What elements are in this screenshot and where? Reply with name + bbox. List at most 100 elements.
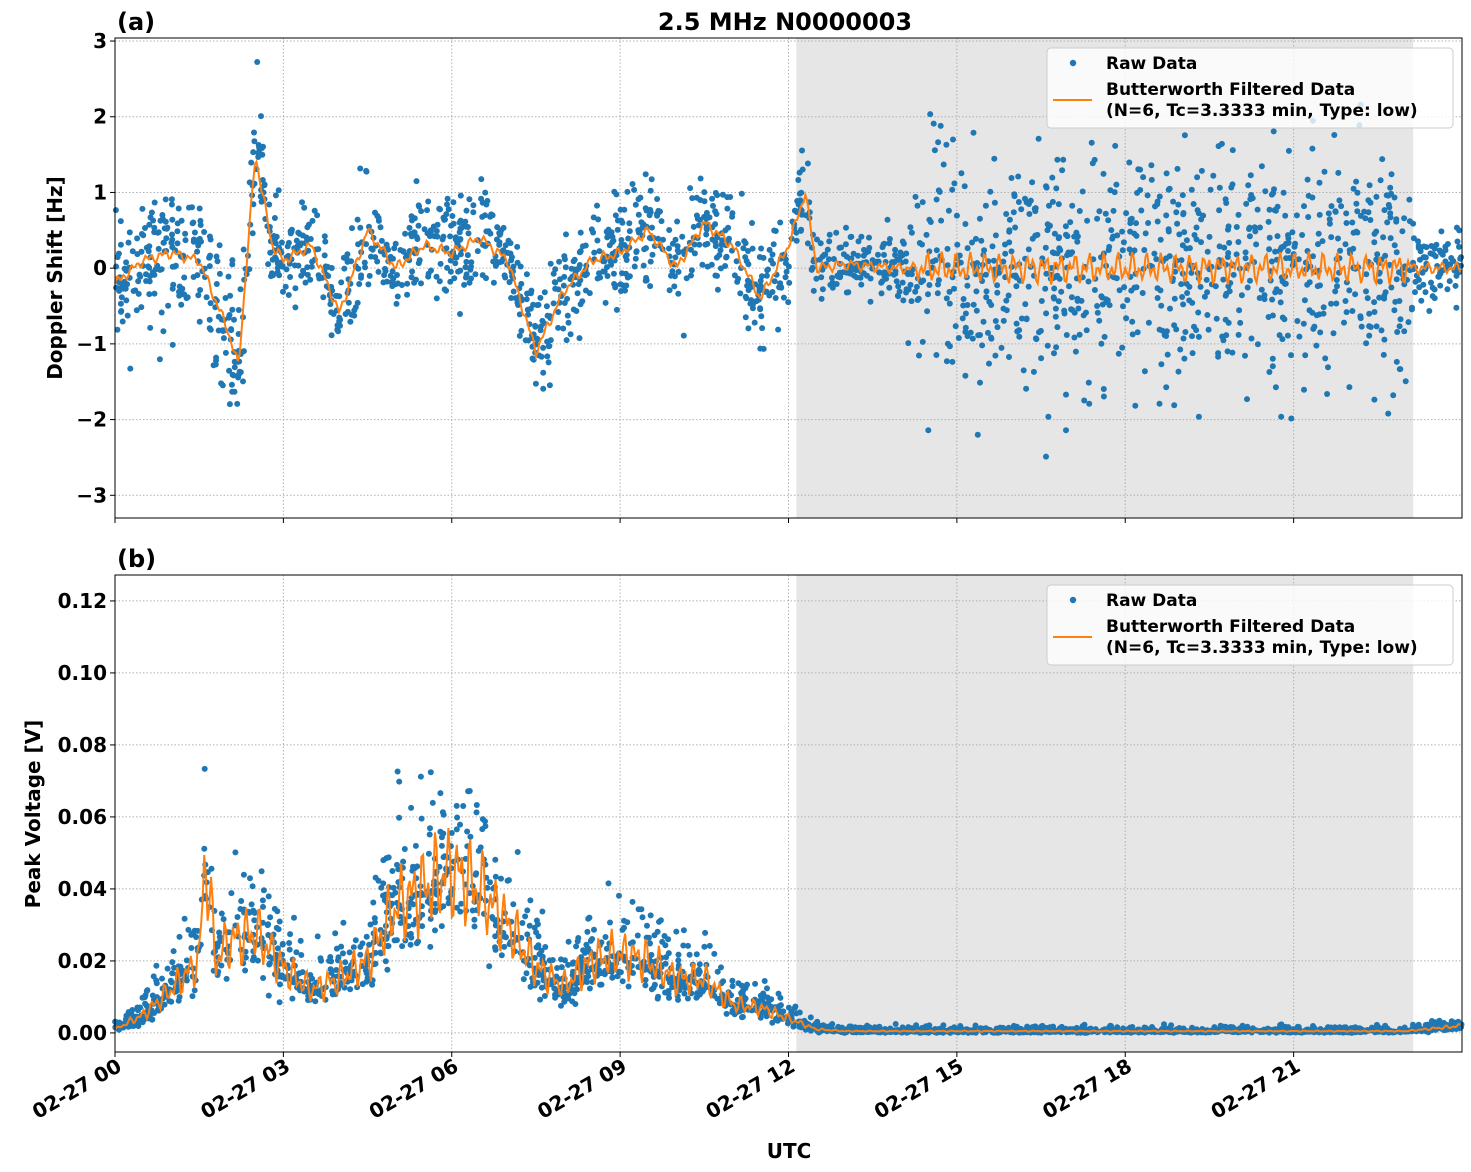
raw-data-point (1071, 233, 1078, 240)
raw-data-point (444, 264, 451, 271)
raw-data-point (1337, 247, 1344, 254)
raw-data-point (357, 951, 364, 958)
raw-data-point (943, 358, 950, 365)
raw-data-point (1277, 288, 1283, 295)
raw-data-point (1156, 326, 1163, 333)
raw-data-point (978, 237, 985, 244)
raw-data-point (584, 979, 590, 985)
raw-data-point (1167, 305, 1173, 312)
raw-data-point (545, 343, 552, 350)
raw-data-point (1134, 329, 1141, 336)
raw-data-point (412, 842, 419, 849)
raw-data-point (951, 1024, 958, 1031)
raw-data-point (1139, 290, 1146, 296)
raw-data-point (1163, 384, 1170, 391)
raw-data-point (1332, 208, 1339, 215)
raw-data-point (1246, 224, 1253, 231)
raw-data-point (992, 232, 999, 239)
raw-data-point (1408, 306, 1415, 313)
raw-data-point (1437, 282, 1444, 289)
raw-data-point (275, 187, 282, 194)
raw-data-point (1444, 241, 1451, 247)
raw-data-point (1282, 280, 1289, 287)
raw-data-point (473, 809, 480, 816)
raw-data-point (1384, 219, 1391, 226)
raw-data-point (1338, 203, 1345, 210)
raw-data-point (623, 282, 630, 289)
raw-data-point (1326, 220, 1333, 227)
raw-data-point (824, 246, 831, 253)
raw-data-point (945, 207, 952, 214)
raw-data-point (829, 284, 836, 291)
raw-data-point (213, 253, 220, 260)
raw-data-point (260, 903, 266, 910)
raw-data-point (182, 237, 189, 244)
raw-data-point (930, 120, 937, 127)
raw-data-point (471, 916, 478, 923)
raw-data-point (1333, 277, 1340, 283)
raw-data-point (1011, 193, 1018, 200)
raw-data-point (1309, 194, 1316, 201)
raw-data-point (735, 980, 742, 987)
raw-data-point (1388, 284, 1395, 291)
raw-data-point (176, 283, 183, 290)
raw-data-point (248, 159, 255, 166)
raw-data-point (249, 230, 256, 237)
raw-data-point (908, 298, 915, 305)
raw-data-point (791, 1004, 798, 1011)
raw-data-point (228, 890, 235, 897)
raw-data-point (1437, 270, 1443, 277)
raw-data-point (396, 814, 403, 821)
raw-data-point (649, 224, 655, 231)
raw-data-point (1371, 309, 1378, 315)
raw-data-point (146, 221, 153, 228)
raw-data-point (1380, 351, 1387, 358)
raw-data-point (254, 957, 261, 964)
raw-data-point (752, 980, 759, 987)
raw-data-point (782, 274, 789, 281)
raw-data-point (603, 264, 610, 271)
raw-data-point (347, 318, 354, 325)
raw-data-point (189, 220, 196, 227)
raw-data-point (549, 957, 556, 963)
raw-data-point (268, 273, 274, 280)
raw-data-point (384, 966, 391, 973)
raw-data-point (250, 149, 257, 156)
raw-data-point (1168, 1022, 1175, 1029)
raw-data-point (1288, 352, 1294, 359)
raw-data-point (783, 268, 790, 275)
raw-data-point (169, 216, 176, 223)
raw-data-point (240, 348, 247, 355)
raw-data-point (712, 221, 719, 228)
raw-data-point (1158, 302, 1165, 309)
raw-data-point (427, 228, 434, 235)
raw-data-point (569, 998, 576, 1005)
raw-data-point (447, 268, 454, 275)
raw-data-point (1257, 224, 1263, 231)
raw-data-point (183, 977, 190, 984)
raw-data-point (1325, 210, 1332, 217)
raw-data-point (624, 188, 631, 195)
raw-data-point (544, 312, 551, 319)
raw-data-point (1096, 208, 1103, 215)
raw-data-point (474, 248, 481, 255)
raw-data-point (1269, 296, 1276, 303)
raw-data-point (944, 262, 951, 269)
raw-data-point (485, 228, 492, 235)
raw-data-point (274, 260, 281, 267)
raw-data-point (867, 275, 874, 282)
raw-data-point (427, 943, 434, 950)
raw-data-point (1352, 291, 1359, 298)
raw-data-point (819, 286, 826, 293)
raw-data-point (563, 337, 570, 344)
raw-data-point (251, 909, 258, 916)
raw-data-point (151, 229, 158, 236)
raw-data-point (1343, 220, 1350, 226)
raw-data-point (1442, 247, 1449, 254)
raw-data-point (626, 220, 633, 227)
raw-data-point (905, 340, 912, 347)
raw-data-point (940, 161, 947, 168)
raw-data-point (461, 281, 468, 288)
raw-data-point (1224, 348, 1231, 355)
raw-data-point (524, 931, 531, 938)
